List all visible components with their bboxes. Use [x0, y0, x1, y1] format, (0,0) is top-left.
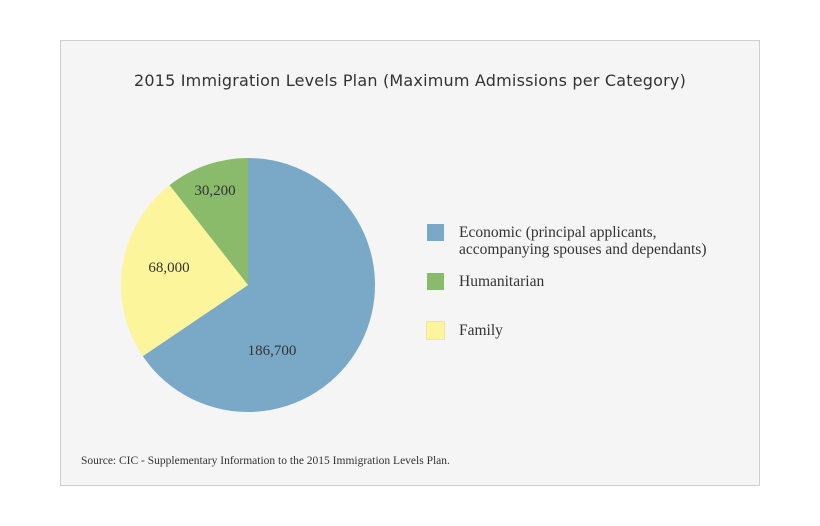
slice-label-economic: 186,700 [248, 343, 297, 359]
slice-label-family: 68,000 [148, 260, 189, 276]
pie-slice-family [121, 185, 248, 357]
source-note: Source: CIC - Supplementary Information … [81, 455, 450, 467]
legend-swatch-humanitarian [427, 273, 444, 290]
legend-label-family: Family [459, 322, 503, 339]
legend-label-line: accompanying spouses and dependants) [459, 241, 707, 258]
legend-label-humanitarian: Humanitarian [459, 273, 545, 290]
pie-slice-humanitarian [169, 158, 248, 285]
legend-label-line: Economic (principal applicants, [459, 224, 657, 241]
legend-swatch-family [426, 321, 445, 340]
legend-swatch-economic [427, 224, 444, 241]
chart-title: 2015 Immigration Levels Plan (Maximum Ad… [133, 71, 687, 90]
legend-item-economic: Economic (principal applicants, accompan… [427, 224, 749, 258]
chart-frame: 2015 Immigration Levels Plan (Maximum Ad… [60, 40, 760, 486]
pie-slice-economic [142, 158, 376, 412]
slice-label-humanitarian: 30,200 [194, 183, 235, 199]
legend-item-humanitarian: Humanitarian [427, 273, 749, 290]
legend-item-family: Family [426, 321, 749, 340]
legend-label-economic: Economic (principal applicants, accompan… [459, 224, 749, 258]
pie-chart: 186,700 68,000 30,200 [121, 158, 376, 412]
